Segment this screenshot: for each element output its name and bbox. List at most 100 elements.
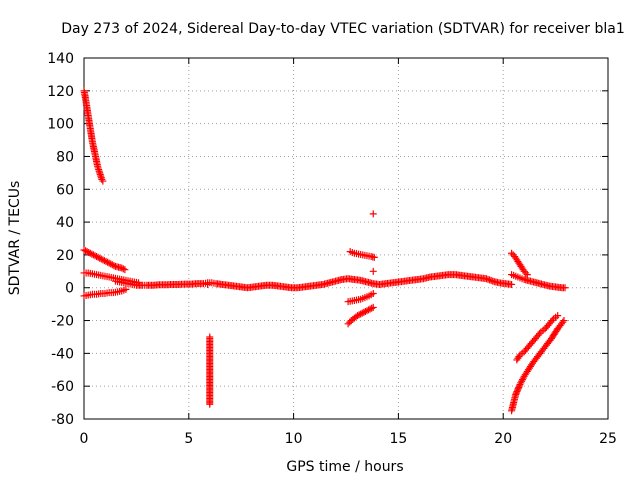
- series-5: [204, 280, 214, 408]
- data-point-marker: [559, 318, 567, 326]
- y-tick-label: -80: [51, 412, 74, 428]
- x-tick-label: 15: [389, 431, 407, 447]
- series-0: [80, 87, 107, 185]
- data-point-marker: [86, 249, 94, 257]
- chart-title: Day 273 of 2024, Sidereal Day-to-day VTE…: [61, 21, 624, 37]
- data-point-marker: [536, 330, 544, 338]
- y-tick-label: -40: [51, 346, 74, 362]
- axis-ticks: [83, 57, 609, 420]
- x-tick-label: 5: [184, 431, 193, 447]
- data-point-marker: [99, 177, 107, 185]
- data-point-marker: [206, 400, 214, 408]
- x-axis-label: GPS time / hours: [286, 459, 403, 475]
- series-4: [111, 271, 516, 292]
- data-point-marker: [98, 175, 106, 183]
- data-point-marker: [357, 310, 365, 318]
- y-tick-label: 100: [47, 117, 74, 133]
- data-point-marker: [104, 258, 112, 266]
- data-point-marker: [508, 280, 516, 288]
- series-10: [508, 249, 531, 279]
- x-tick-label: 25: [599, 431, 617, 447]
- data-point-marker: [520, 267, 528, 275]
- data-point-marker: [105, 259, 113, 267]
- data-point-marker: [361, 308, 369, 316]
- data-point-marker: [91, 252, 99, 260]
- data-point-marker: [89, 251, 97, 259]
- data-point-marker: [344, 320, 352, 328]
- data-point-marker: [94, 253, 102, 261]
- series-3: [80, 285, 130, 300]
- data-point-marker: [204, 280, 212, 288]
- data-point-marker: [121, 266, 129, 274]
- data-point-marker: [354, 312, 362, 320]
- data-point-marker: [554, 312, 562, 320]
- series-6: [346, 248, 378, 261]
- y-tick-label: -60: [51, 379, 74, 395]
- y-tick-label: -20: [51, 314, 74, 330]
- data-point-marker: [517, 379, 525, 387]
- data-point-marker: [100, 257, 108, 265]
- data-point-marker: [518, 377, 526, 385]
- data-point-marker: [522, 269, 530, 277]
- data-point-marker: [119, 265, 127, 273]
- series-1: [80, 246, 129, 274]
- y-axis-label: SDTVAR / TECUs: [7, 181, 23, 296]
- data-point-marker: [88, 250, 96, 258]
- data-point-marker: [358, 309, 366, 317]
- data-point-marker: [97, 255, 105, 263]
- x-tick-label: 20: [494, 431, 512, 447]
- data-point-marker: [518, 376, 526, 384]
- data-point-marker: [108, 261, 116, 269]
- data-point-marker: [368, 304, 376, 312]
- series-11: [508, 271, 569, 292]
- data-point-marker: [80, 246, 88, 254]
- data-marks: [80, 87, 569, 415]
- series-9: [344, 289, 377, 306]
- data-point-marker: [516, 381, 524, 389]
- data-point-marker: [366, 305, 374, 313]
- data-point-marker: [484, 275, 492, 283]
- data-point-marker: [548, 317, 556, 325]
- data-point-marker: [85, 248, 93, 256]
- x-tick-label: 10: [285, 431, 303, 447]
- series-7: [369, 210, 377, 275]
- data-point-marker: [363, 307, 371, 315]
- data-point-marker: [369, 289, 377, 297]
- data-point-marker: [107, 260, 115, 268]
- data-point-marker: [370, 253, 378, 261]
- plot-frame: [83, 57, 609, 420]
- data-point-marker: [102, 257, 110, 265]
- y-tick-label: 0: [65, 281, 74, 297]
- data-point-marker: [369, 303, 377, 311]
- data-point-marker: [365, 306, 373, 314]
- data-point-marker: [486, 276, 494, 284]
- data-point-marker: [487, 277, 495, 285]
- series-12: [508, 317, 568, 415]
- data-point-marker: [122, 285, 130, 293]
- data-point-marker: [93, 253, 101, 261]
- data-point-marker: [482, 275, 490, 283]
- data-point-marker: [561, 284, 569, 292]
- data-point-marker: [96, 254, 104, 262]
- y-tick-label: 140: [47, 51, 74, 67]
- data-point-marker: [369, 267, 377, 275]
- data-point-marker: [118, 264, 126, 272]
- data-point-marker: [508, 249, 516, 257]
- data-point-marker: [83, 248, 91, 256]
- data-point-marker: [355, 311, 363, 319]
- series-13: [513, 312, 562, 364]
- y-tick-label: 120: [47, 84, 74, 100]
- y-tick-label: 80: [56, 149, 74, 165]
- data-point-marker: [515, 353, 523, 361]
- series-8: [344, 303, 377, 328]
- y-tick-label: 40: [56, 215, 74, 231]
- data-point-marker: [99, 256, 107, 264]
- y-tick-label: 60: [56, 182, 74, 198]
- data-point-marker: [82, 247, 90, 255]
- x-tick-label: 0: [80, 431, 89, 447]
- data-point-marker: [560, 317, 568, 325]
- axis-tick-labels: 0 5 10 15 20 25 -80 -60 -40 -20 0 20 40 60 80 100 120 140: [47, 51, 617, 447]
- data-point-marker: [369, 210, 377, 218]
- y-tick-label: 20: [56, 248, 74, 264]
